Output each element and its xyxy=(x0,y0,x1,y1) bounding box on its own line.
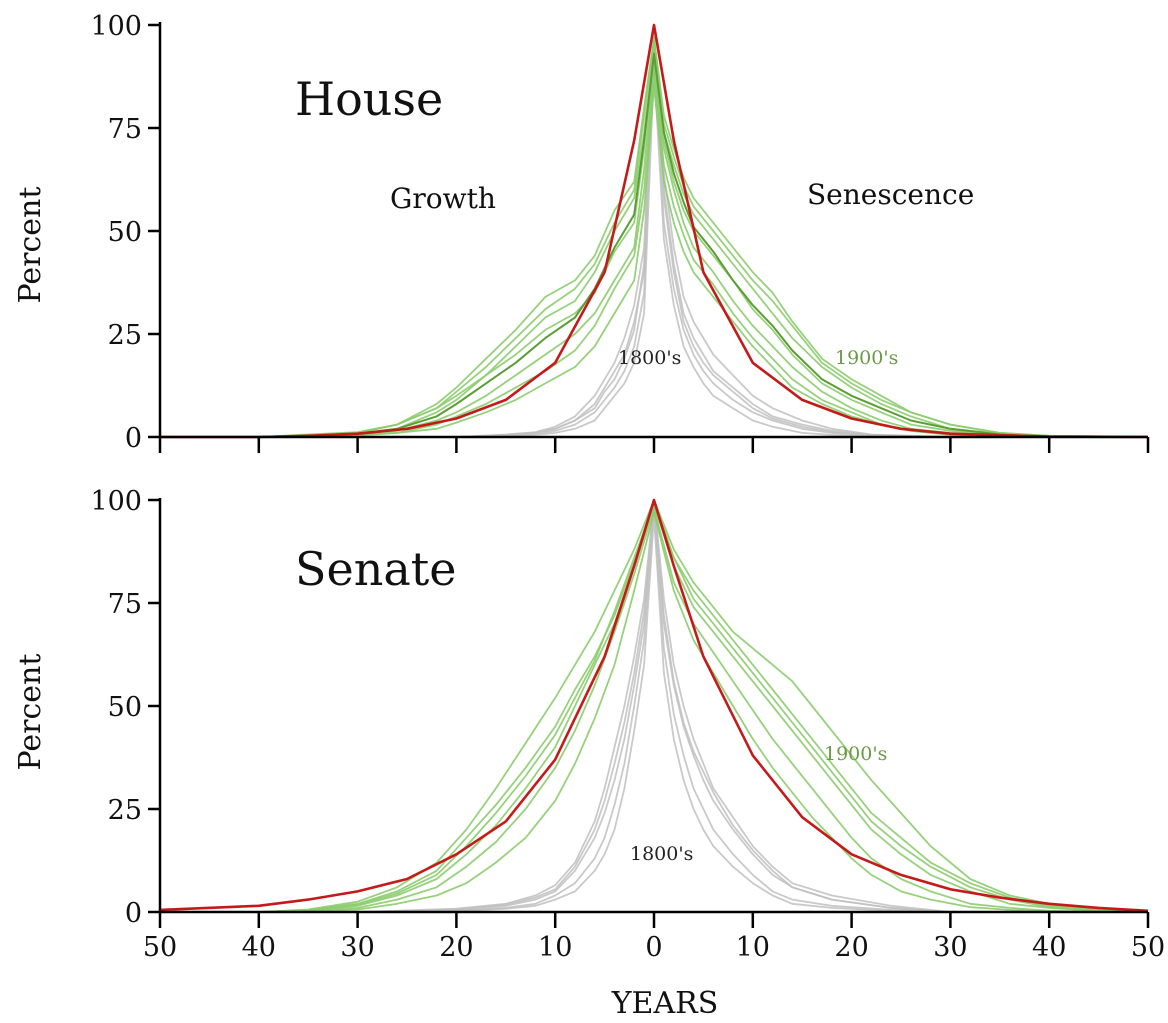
house-series-era-1900-4 xyxy=(160,65,1148,438)
house-series-era-1900-7 xyxy=(160,85,1148,438)
senate-panel-title: Senate xyxy=(295,542,457,596)
growth-label: Growth xyxy=(390,182,496,215)
senate-x-tick-label: 30 xyxy=(340,932,374,963)
house-y-tick-label: 75 xyxy=(108,114,142,145)
senate-x-tick-label: 40 xyxy=(1032,932,1066,963)
senate-1800s-label: 1800's xyxy=(630,843,693,865)
senate-x-tick-label: 10 xyxy=(538,932,572,963)
senate-series-era-1800-11 xyxy=(357,503,951,913)
senate-series-era-1800-10 xyxy=(357,515,951,913)
house-series-era-1900-5 xyxy=(160,73,1148,438)
house-y-tick-label: 25 xyxy=(108,320,142,351)
senate-x-tick-label: 10 xyxy=(736,932,770,963)
house-series-era-1900-6 xyxy=(160,40,1149,438)
house-series-era-1900-1 xyxy=(160,36,1149,438)
senate-series xyxy=(159,498,1149,913)
senate-series-era-1800-8 xyxy=(357,507,951,913)
senate-y-tick-label: 100 xyxy=(90,486,142,517)
house-1800s-label: 1800's xyxy=(618,347,681,369)
house-y-tick-label: 100 xyxy=(90,11,142,42)
house-series-model-0 xyxy=(160,23,1149,439)
house-series xyxy=(160,23,1149,439)
house-y-ticks: 0 25 50 75 100 xyxy=(90,11,160,454)
house-panel: 0 25 50 75 100 Percent House Growth Senescen… xyxy=(13,11,1150,454)
senate-y-tick-label: 50 xyxy=(108,692,142,723)
senate-series-model-0 xyxy=(159,498,1149,913)
senate-y-tick-label: 25 xyxy=(108,795,142,826)
senate-x-ticks: 50 40 30 20 10 0 10 20 30 40 50 xyxy=(143,912,1165,963)
house-series-era-1800-12 xyxy=(258,65,951,438)
senate-y-ticks: 0 25 50 75 100 xyxy=(90,486,160,929)
senate-series-era-1800-9 xyxy=(357,499,951,913)
senate-x-tick-label: 40 xyxy=(242,932,276,963)
house-x-ticks xyxy=(158,437,1150,453)
senate-series-era-1900-5 xyxy=(160,511,1148,913)
senate-x-tick-label: 50 xyxy=(1131,932,1165,963)
house-y-tick-label: 0 xyxy=(125,423,142,454)
house-series-era-1900-3 xyxy=(160,57,1148,438)
house-series-era-1900h-8 xyxy=(160,52,1149,438)
house-y-tick-label: 50 xyxy=(108,217,142,248)
house-panel-title: House xyxy=(295,72,443,126)
senate-x-tick-label: 0 xyxy=(645,932,662,963)
senate-x-tick-label: 20 xyxy=(439,932,473,963)
senate-y-axis-title: Percent xyxy=(13,654,48,771)
senate-y-tick-label: 75 xyxy=(108,589,142,620)
senate-1900s-label: 1900's xyxy=(824,743,887,765)
house-1900s-label: 1900's xyxy=(835,347,898,369)
senate-series-era-1900-4 xyxy=(160,499,1149,913)
x-axis-title: YEARS xyxy=(611,986,719,1021)
house-y-axis-title: Percent xyxy=(13,187,48,304)
senescence-label: Senescence xyxy=(807,178,974,211)
senate-x-tick-label: 20 xyxy=(834,932,868,963)
senate-y-tick-label: 0 xyxy=(125,898,142,929)
senate-x-tick-label: 50 xyxy=(143,932,177,963)
senate-series-era-1900-2 xyxy=(160,503,1149,913)
senate-series-era-1900-6 xyxy=(160,503,1149,913)
senate-x-tick-label: 30 xyxy=(933,932,967,963)
